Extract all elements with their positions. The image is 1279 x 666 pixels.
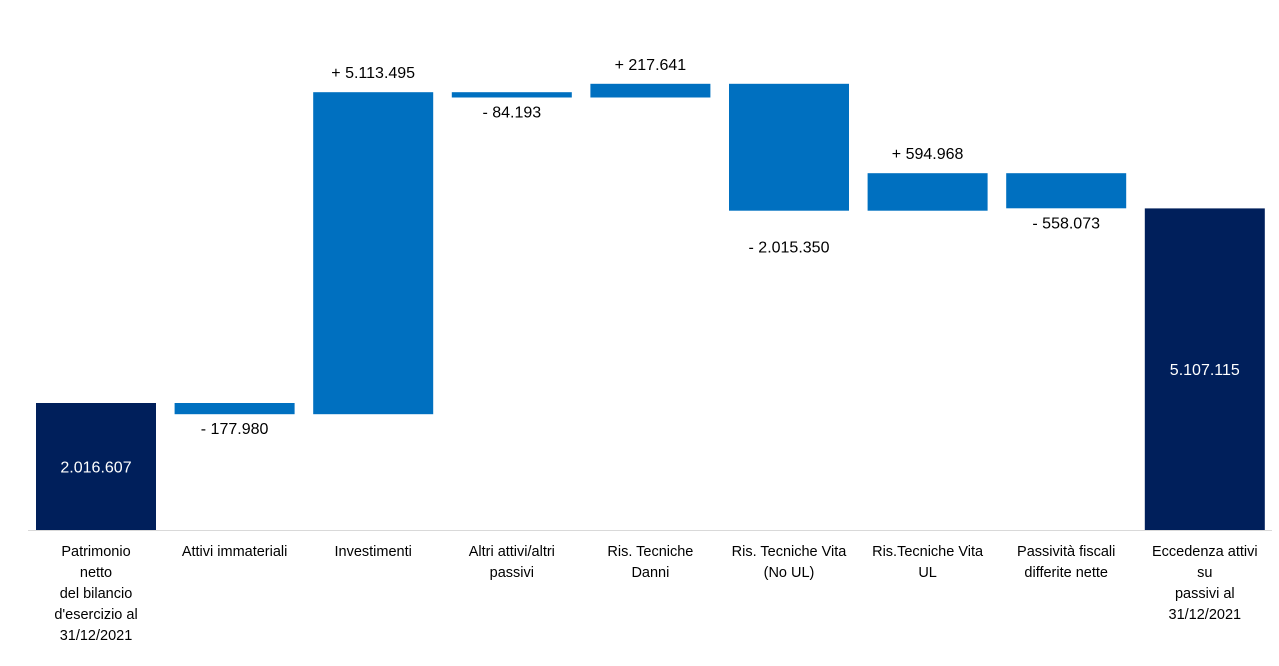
category-label-3: Investimenti xyxy=(335,544,412,560)
bar-2 xyxy=(174,403,295,415)
value-label-2: - 177.980 xyxy=(201,421,269,438)
value-label-6: - 2.015.350 xyxy=(749,240,830,257)
value-label-8: - 558.073 xyxy=(1032,215,1100,232)
category-label-5: Ris. Tecniche Danni xyxy=(607,544,693,581)
category-labels-layer: Patrimonio netto del bilancio d'esercizio a… xyxy=(54,544,1257,644)
category-label-2: Attivi immateriali xyxy=(182,544,288,560)
value-label-4: - 84.193 xyxy=(482,105,541,122)
bar-1 xyxy=(36,403,156,530)
bar-3 xyxy=(313,92,434,415)
bars-layer xyxy=(36,83,1265,530)
value-label-9: 5.107.115 xyxy=(1170,362,1240,379)
bar-5 xyxy=(590,83,711,98)
category-label-7: Ris.Tecniche Vita UL xyxy=(872,544,984,581)
category-label-1: Patrimonio netto del bilancio d'esercizio a… xyxy=(54,544,137,644)
value-label-1: 2.016.607 xyxy=(60,460,131,477)
value-label-5: + 217.641 xyxy=(615,57,687,74)
bar-8 xyxy=(1006,173,1127,209)
category-label-8: Passività fiscali differite nette xyxy=(1017,544,1115,581)
category-label-4: Altri attivi/altri passivi xyxy=(469,544,555,581)
category-label-9: Eccedenza attivi su passivi al 31/12/2021 xyxy=(1152,544,1258,623)
bar-7 xyxy=(867,173,988,211)
bar-6 xyxy=(729,83,849,211)
bar-9 xyxy=(1144,208,1265,530)
bar-4 xyxy=(451,92,572,98)
category-label-6: Ris. Tecniche Vita (No UL) xyxy=(732,544,848,581)
value-label-7: + 594.968 xyxy=(892,146,964,163)
value-labels-layer: 2.016.607 - 177.980 + 5.113.495 - 84.193 + 2… xyxy=(60,57,1239,477)
value-label-3: + 5.113.495 xyxy=(331,65,415,82)
